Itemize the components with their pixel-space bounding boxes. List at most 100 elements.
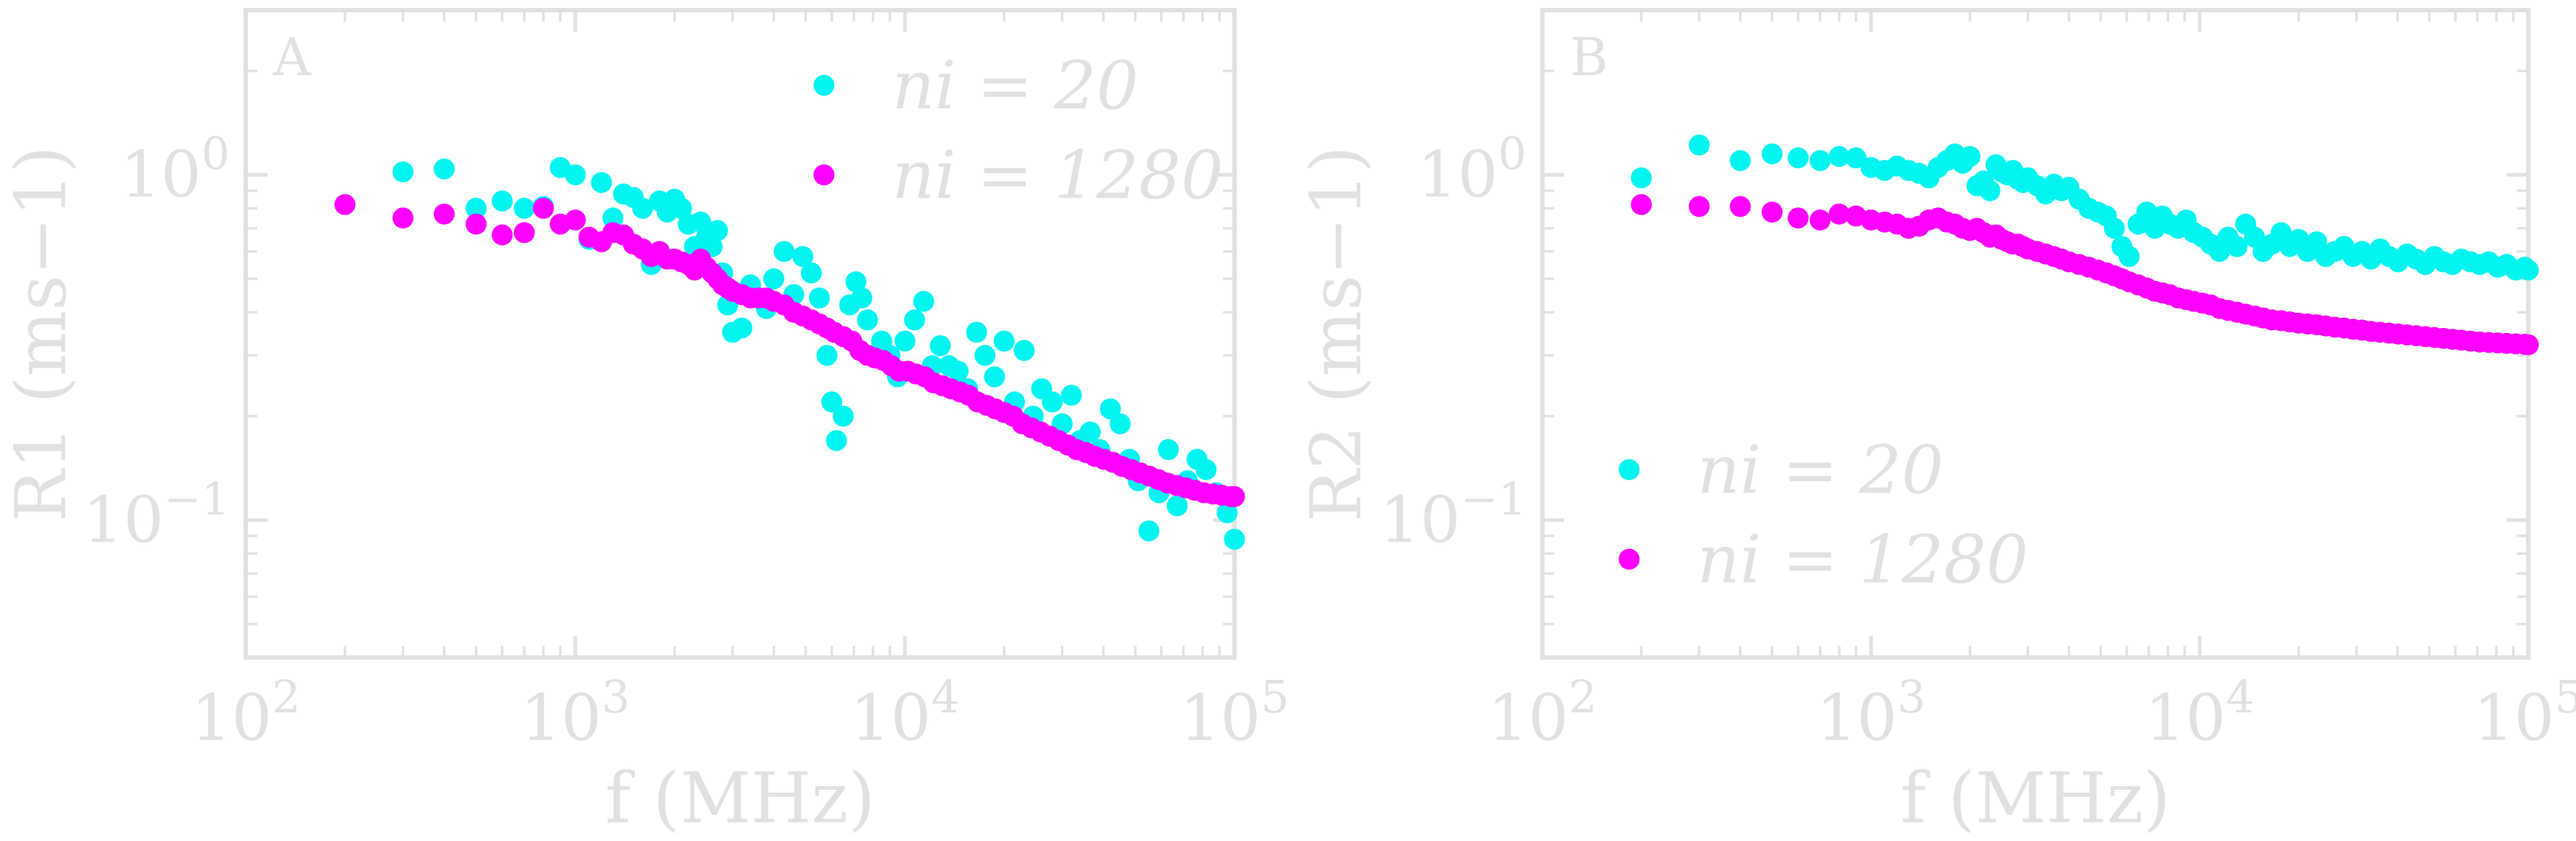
data-point xyxy=(1845,147,1867,168)
x-tick-base: 10 xyxy=(520,681,601,755)
series-ni-1280 xyxy=(334,194,1245,507)
data-point xyxy=(731,317,752,339)
y-tick-exponent: −1 xyxy=(164,473,230,525)
data-point xyxy=(913,290,935,312)
legend-marker xyxy=(1618,548,1640,570)
data-point xyxy=(1224,486,1245,507)
series-ni-1280 xyxy=(1631,194,2539,355)
data-point xyxy=(1079,421,1101,443)
data-point xyxy=(1761,143,1783,165)
legend-label: ni = 1280 xyxy=(892,137,1223,214)
x-tick-exponent: 4 xyxy=(2226,670,2254,723)
legend: ni = 20 ni = 1280 xyxy=(1618,431,2028,598)
legend-marker xyxy=(1618,459,1640,480)
data-point xyxy=(1829,203,1850,225)
data-point xyxy=(984,366,1005,388)
data-point xyxy=(825,430,847,452)
y-tick-exponent: 0 xyxy=(1498,127,1527,180)
data-point xyxy=(1157,439,1179,460)
legend-label: ni = 1280 xyxy=(1697,521,2028,598)
legend: ni = 20 ni = 1280 xyxy=(813,47,1223,214)
data-point xyxy=(2517,334,2539,355)
x-tick-label: 102 xyxy=(1487,670,1597,755)
x-tick-label: 104 xyxy=(2145,670,2254,755)
data-point xyxy=(1167,495,1188,517)
data-point xyxy=(851,287,872,309)
data-point xyxy=(671,197,692,219)
data-point xyxy=(707,220,729,241)
x-tick-label: 105 xyxy=(2473,670,2576,755)
legend-marker xyxy=(813,164,835,186)
plot-frame xyxy=(1540,8,2530,660)
data-point xyxy=(513,222,535,243)
y-tick-exponent: 0 xyxy=(202,127,230,180)
data-point xyxy=(856,309,878,331)
y-tick-base: 10 xyxy=(1417,137,1498,212)
data-point xyxy=(1138,520,1160,542)
y-tick-label: 100 xyxy=(1417,127,1527,212)
x-tick-label: 104 xyxy=(850,670,959,755)
data-point xyxy=(602,207,624,229)
x-axis-label: f (MHz) xyxy=(605,758,875,839)
data-point xyxy=(1688,196,1710,217)
data-point xyxy=(1761,202,1783,223)
data-point xyxy=(434,203,455,225)
data-point xyxy=(966,322,987,343)
data-point xyxy=(1730,196,1751,217)
x-tick-exponent: 4 xyxy=(931,670,959,723)
series-ni-20 xyxy=(1631,134,2539,281)
x-tick-exponent: 3 xyxy=(1897,670,1925,723)
data-point xyxy=(392,207,414,229)
y-tick-label: 10−1 xyxy=(1380,473,1527,557)
data-point xyxy=(1809,150,1831,171)
y-axis-label: R2 (ms−1) xyxy=(1296,146,1377,522)
data-point xyxy=(821,391,843,413)
data-point xyxy=(2103,217,2125,239)
data-point xyxy=(591,172,612,194)
y-tick-label: 100 xyxy=(121,127,230,212)
plot-frame xyxy=(244,8,1237,660)
x-tick-label: 102 xyxy=(191,670,300,755)
data-point xyxy=(491,224,513,246)
data-point xyxy=(1013,340,1035,361)
data-point xyxy=(1730,150,1751,171)
data-point xyxy=(993,330,1015,352)
x-tick-exponent: 2 xyxy=(1568,670,1597,723)
y-tick-label: 10−1 xyxy=(83,473,230,557)
data-point xyxy=(1979,180,2001,202)
data-point xyxy=(816,345,838,366)
data-point xyxy=(1099,398,1121,420)
data-point xyxy=(1042,391,1063,413)
x-tick-base: 10 xyxy=(2145,681,2226,755)
x-tick-label: 103 xyxy=(520,670,630,755)
data-point xyxy=(845,271,867,293)
data-point xyxy=(903,309,925,331)
x-axis-label: f (MHz) xyxy=(1900,758,2171,839)
data-point xyxy=(2118,246,2140,267)
data-point xyxy=(533,197,554,219)
data-point xyxy=(2226,236,2248,257)
data-point xyxy=(1060,384,1082,406)
y-axis-label: R1 (ms−1) xyxy=(1,146,82,522)
data-point xyxy=(1216,502,1238,524)
data-point xyxy=(809,287,830,309)
data-point xyxy=(948,361,969,382)
data-point xyxy=(564,209,586,230)
data-point xyxy=(334,194,356,215)
data-point xyxy=(465,213,487,235)
data-point xyxy=(632,197,653,219)
y-tick-base: 10 xyxy=(83,483,164,557)
data-point xyxy=(491,190,513,212)
data-point xyxy=(1224,528,1245,550)
data-point xyxy=(1809,209,1831,230)
legend-marker xyxy=(813,74,835,96)
data-point xyxy=(792,246,814,267)
data-point xyxy=(773,241,795,262)
data-point xyxy=(1688,134,1710,156)
data-point xyxy=(513,197,535,219)
legend-label: ni = 20 xyxy=(892,47,1138,124)
data-point xyxy=(929,335,951,356)
